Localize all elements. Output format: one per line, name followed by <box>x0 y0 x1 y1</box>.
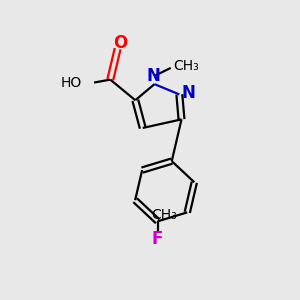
Text: HO: HO <box>61 76 82 90</box>
Text: N: N <box>182 84 196 102</box>
Text: O: O <box>113 34 127 52</box>
Text: CH₃: CH₃ <box>151 208 177 222</box>
Text: N: N <box>146 67 160 85</box>
Text: F: F <box>152 230 164 248</box>
Text: CH₃: CH₃ <box>173 58 199 73</box>
